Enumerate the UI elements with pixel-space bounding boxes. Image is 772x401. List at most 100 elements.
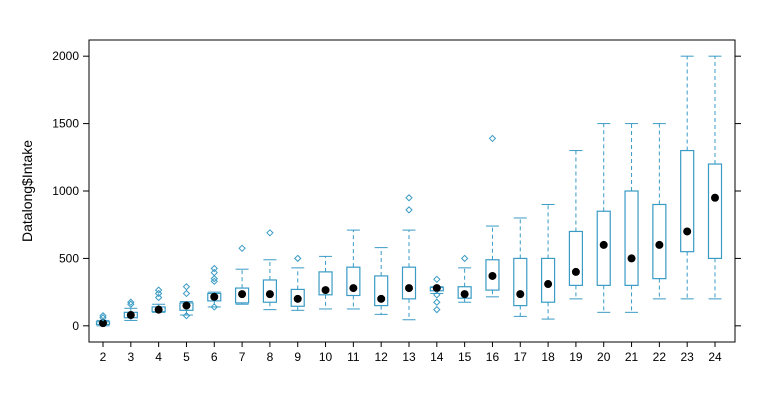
outlier-point [154, 289, 163, 298]
box-18 [540, 203, 556, 320]
median-dot [627, 254, 636, 263]
outlier-point [433, 305, 441, 314]
box-16 [485, 134, 500, 298]
outlier-point [127, 300, 135, 308]
x-tick-label: 13 [402, 350, 416, 364]
x-tick-label: 24 [708, 350, 722, 364]
box-2 [95, 312, 111, 328]
median-dot [210, 292, 219, 301]
box-17 [513, 217, 528, 317]
median-dot [238, 290, 247, 299]
median-dot [460, 290, 469, 299]
x-tick-label: 15 [458, 350, 472, 364]
box-22 [652, 123, 667, 300]
x-tick-label: 18 [541, 350, 555, 364]
box-8 [262, 229, 278, 311]
median-dot [405, 284, 413, 293]
x-tick-label: 10 [319, 350, 333, 364]
box-13 [401, 194, 417, 321]
box-14 [429, 275, 444, 314]
x-tick-label: 19 [569, 350, 583, 364]
iqr-box [707, 163, 723, 260]
median-dot [154, 305, 163, 314]
outlier-point [294, 254, 302, 263]
x-tick-label: 9 [294, 350, 301, 364]
median-dot [516, 290, 525, 299]
median-dot [655, 240, 664, 249]
median-dot [488, 271, 497, 280]
box-15 [457, 254, 472, 303]
outlier-point [433, 291, 441, 299]
median-dot [293, 294, 302, 303]
outlier-point [182, 283, 191, 291]
outlier-point [405, 206, 413, 214]
outlier-point [433, 275, 441, 284]
median-dot [265, 290, 274, 299]
median-dot [99, 319, 107, 328]
x-tick-label: 8 [267, 350, 274, 364]
y-axis-right [735, 55, 741, 327]
median-dot [544, 280, 553, 289]
iqr-box [401, 266, 417, 300]
y-tick-label: 500 [59, 251, 79, 265]
box-9 [290, 254, 305, 311]
x-tick-label: 5 [183, 350, 190, 364]
box-7 [234, 244, 250, 305]
box-6 [207, 264, 222, 311]
box-24 [707, 55, 723, 300]
outlier-point [99, 312, 107, 320]
median-dot [711, 193, 719, 202]
x-tick-label: 4 [155, 350, 162, 364]
box-10 [318, 255, 333, 310]
median-dot [599, 240, 608, 249]
outlier-point [266, 229, 274, 237]
box-20 [596, 123, 611, 313]
x-tick-label: 22 [653, 350, 667, 364]
x-tick-label: 20 [597, 350, 611, 364]
outlier-point [210, 268, 218, 277]
x-tick-label: 2 [100, 350, 107, 364]
outlier-point [154, 293, 163, 302]
outlier-point [210, 264, 218, 273]
x-tick-label: 23 [681, 350, 695, 364]
outlier-point [488, 134, 497, 143]
median-dot [683, 227, 692, 236]
x-tick-label: 12 [375, 350, 389, 364]
outlier-point [210, 274, 218, 283]
iqr-box [513, 257, 528, 307]
y-axis-title: Datalong$Intake [19, 140, 35, 242]
median-dot [126, 311, 135, 320]
median-dot [182, 301, 191, 310]
median-dot [321, 286, 330, 295]
iqr-box [680, 149, 695, 253]
box-3 [123, 298, 138, 321]
outlier-point [182, 289, 191, 298]
outlier-point [127, 298, 135, 306]
box-23 [680, 55, 695, 300]
iqr-box [624, 190, 639, 286]
box-21 [624, 123, 639, 313]
x-tick-label: 11 [347, 350, 360, 364]
y-tick-label: 0 [72, 319, 79, 333]
median-dot [571, 267, 580, 276]
outlier-point [210, 303, 218, 311]
median-dot [377, 294, 386, 303]
outlier-point [238, 244, 246, 253]
x-tick-label: 14 [430, 350, 444, 364]
x-tick-label: 3 [127, 350, 134, 364]
x-tick-label: 21 [625, 350, 639, 364]
x-tick-label: 16 [486, 350, 500, 364]
outlier-point [433, 298, 441, 306]
box-5 [179, 283, 194, 320]
x-axis: 2 3 4 5 6 7 8 9 10 11 12 13 14 15 16 17 18 19 20 21 22 23 24 [100, 342, 722, 364]
outlier-point [154, 286, 163, 294]
box-4 [151, 286, 166, 314]
outlier-point [405, 194, 413, 202]
x-tick-label: 17 [514, 350, 528, 364]
x-tick-label: 7 [239, 350, 246, 364]
y-tick-label: 1500 [52, 117, 79, 131]
outlier-point [460, 254, 469, 263]
y-tick-label: 2000 [52, 49, 79, 63]
y-axis-left: 0 500 1000 1500 2000 [52, 49, 89, 333]
